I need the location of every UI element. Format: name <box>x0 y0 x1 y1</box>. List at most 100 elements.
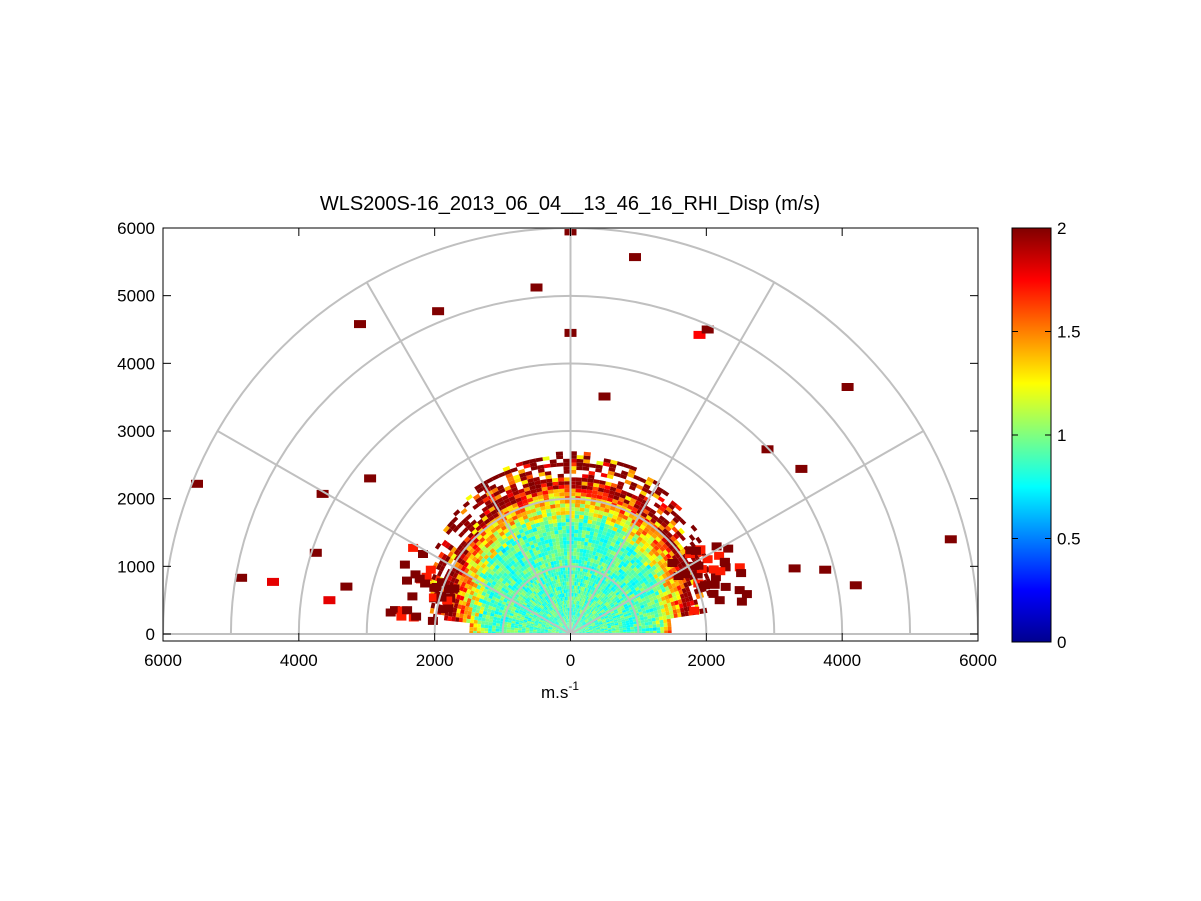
scan-cell <box>613 595 619 600</box>
scan-cell <box>603 606 608 611</box>
scan-cell <box>688 595 694 602</box>
scan-cell <box>548 585 552 590</box>
scan-cell <box>557 598 561 603</box>
scan-cell <box>606 623 611 626</box>
scan-cell <box>445 527 453 535</box>
scan-cell <box>522 483 530 489</box>
scan-cell <box>662 615 667 620</box>
scan-cell <box>581 602 585 607</box>
scan-cell <box>661 537 668 544</box>
scan-cell <box>622 611 628 615</box>
scan-cell <box>654 613 659 618</box>
scan-cell <box>582 632 586 634</box>
scan-cell <box>573 585 576 590</box>
scan-cell <box>695 536 702 544</box>
scan-cell <box>455 617 460 622</box>
scan-cell <box>602 621 607 624</box>
scan-cell <box>580 619 584 623</box>
scan-cell <box>638 541 645 548</box>
scan-cell <box>523 560 528 566</box>
scan-cell <box>470 599 475 605</box>
scan-cell <box>527 602 532 607</box>
scan-cell <box>578 518 584 523</box>
scan-cell <box>623 613 628 617</box>
scan-cell <box>580 614 584 619</box>
scan-cell <box>644 480 653 487</box>
scan-cell <box>669 614 675 619</box>
scan-cell <box>506 609 512 613</box>
scan-cell <box>456 544 464 551</box>
scan-cell <box>497 536 504 543</box>
scan-cell <box>630 626 635 630</box>
scan-cell <box>586 620 590 624</box>
scan-cell <box>484 621 489 626</box>
scan-cell <box>577 533 582 538</box>
scan-cell <box>492 567 498 573</box>
scan-cell <box>617 618 622 622</box>
scan-cell <box>566 585 569 590</box>
scan-cell <box>622 625 627 628</box>
scan-cell <box>670 535 677 542</box>
scan-cell <box>559 544 564 549</box>
scan-cell <box>560 622 564 626</box>
scan-cell <box>462 527 469 534</box>
scan-cell <box>669 578 675 585</box>
scan-cell <box>499 564 506 570</box>
scan-cell <box>573 607 575 612</box>
scan-cell <box>588 593 592 598</box>
scan-cell <box>558 559 563 564</box>
scan-cell <box>603 547 609 553</box>
scan-cell <box>482 599 487 605</box>
scan-cell <box>604 596 609 601</box>
scan-cell <box>550 593 554 598</box>
scan-cell <box>603 527 609 532</box>
scan-cell <box>578 609 582 614</box>
scan-cell <box>488 515 495 522</box>
scan-cell <box>555 630 560 632</box>
scan-cell <box>493 490 501 497</box>
scan-cell <box>588 589 593 594</box>
scan-cell <box>537 464 545 470</box>
scan-cell <box>670 500 678 508</box>
scan-cell <box>569 466 577 470</box>
scan-cell <box>530 544 536 549</box>
scan-cell <box>609 590 614 595</box>
scan-cell <box>503 626 507 630</box>
scan-cell <box>526 525 533 531</box>
scan-cell <box>561 626 565 630</box>
scan-cell <box>557 548 561 553</box>
scan-cell <box>654 562 660 569</box>
scan-cell <box>592 610 596 614</box>
scan-cell <box>662 599 667 605</box>
scan-cell <box>667 569 674 575</box>
scan-cell <box>563 540 567 545</box>
scan-cell <box>620 599 626 604</box>
scan-cell <box>492 521 499 528</box>
scan-cell <box>555 611 558 616</box>
scan-cell <box>557 477 565 482</box>
scan-cell <box>652 624 657 628</box>
scan-cell <box>559 586 562 591</box>
scan-cell <box>638 493 646 500</box>
scan-cell <box>594 555 599 561</box>
scan-cell <box>463 536 471 543</box>
scan-cell <box>528 516 534 522</box>
scan-cell <box>466 563 473 570</box>
scan-cell <box>555 616 559 620</box>
scan-cell <box>418 550 428 558</box>
scan-cell <box>581 628 585 631</box>
scan-cell <box>645 553 652 559</box>
scan-cell <box>542 456 550 461</box>
scan-cell <box>562 566 566 571</box>
scan-cell <box>575 616 578 620</box>
scan-cell <box>519 593 524 598</box>
scan-cell <box>647 511 655 518</box>
scan-cell <box>593 592 597 597</box>
scan-cell <box>566 604 569 608</box>
scan-cell <box>456 594 461 600</box>
scan-cell <box>563 604 566 609</box>
scan-cell <box>663 626 668 631</box>
scan-cell <box>530 604 535 609</box>
scan-cell <box>664 585 670 592</box>
scan-cell <box>576 612 579 617</box>
